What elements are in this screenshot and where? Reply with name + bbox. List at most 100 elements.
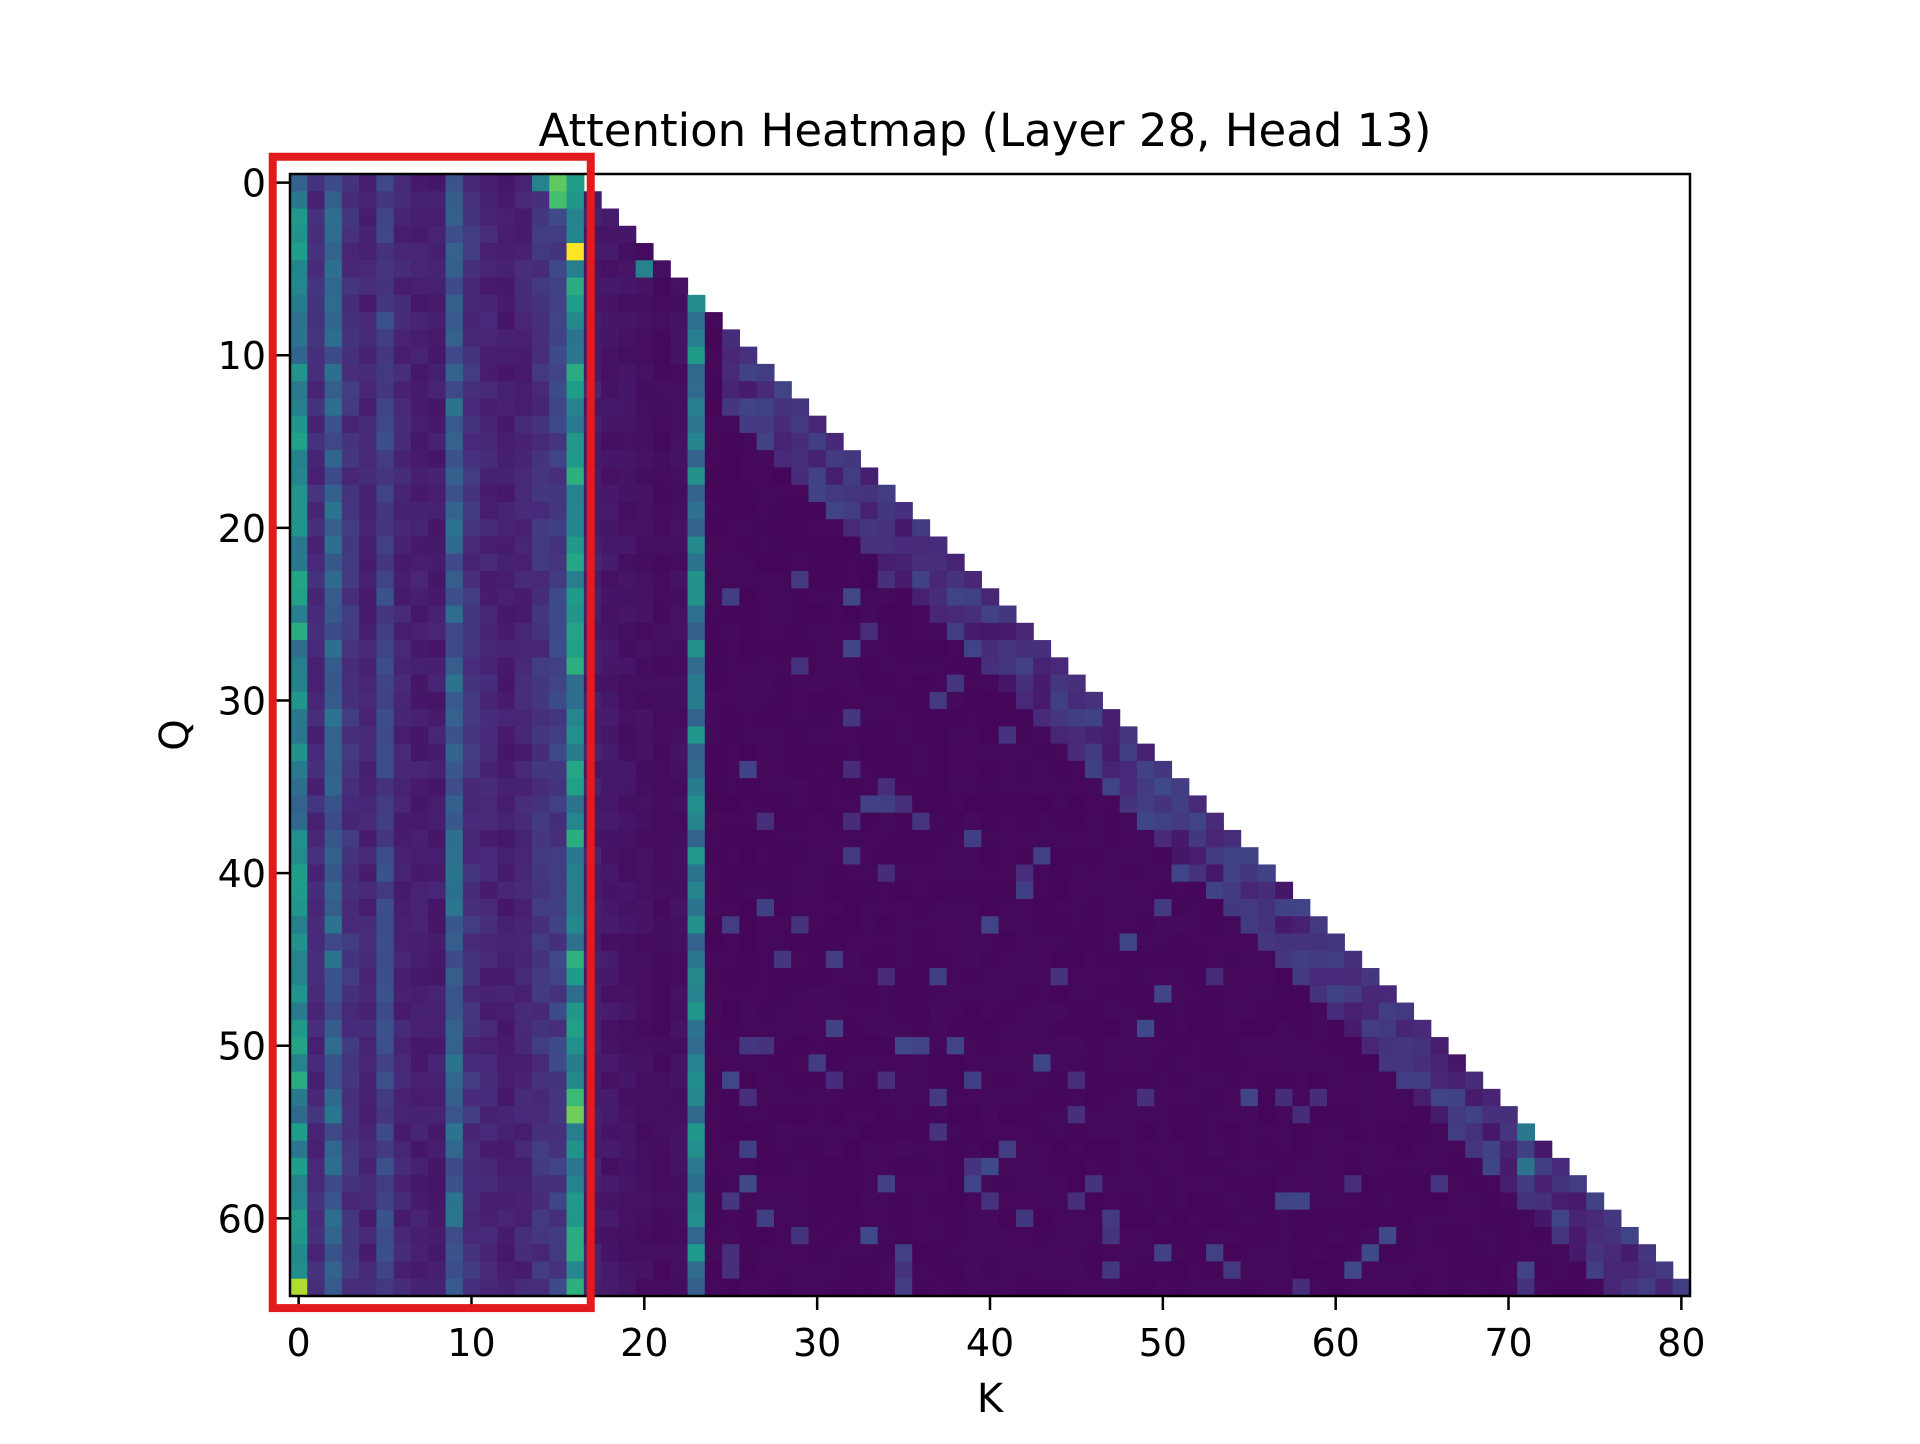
heatmap-cell bbox=[1292, 1175, 1311, 1194]
heatmap-cell bbox=[428, 1175, 447, 1194]
heatmap-cell bbox=[808, 1261, 827, 1280]
heatmap-cell bbox=[946, 657, 965, 676]
heatmap-cell bbox=[1136, 1209, 1155, 1228]
heatmap-cell bbox=[566, 778, 585, 797]
heatmap-cell bbox=[514, 1157, 533, 1176]
heatmap-cell bbox=[1050, 1175, 1069, 1194]
heatmap-cell bbox=[1378, 1175, 1397, 1194]
heatmap-cell bbox=[307, 709, 326, 727]
heatmap-cell bbox=[428, 743, 447, 762]
heatmap-cell bbox=[1257, 933, 1276, 952]
heatmap-cell bbox=[964, 1019, 982, 1038]
heatmap-cell bbox=[1136, 1002, 1155, 1021]
heatmap-cell bbox=[635, 1261, 654, 1280]
heatmap-cell bbox=[825, 640, 844, 658]
heatmap-cell bbox=[549, 346, 568, 365]
heatmap-cell bbox=[1102, 1209, 1121, 1228]
heatmap-cell bbox=[687, 778, 706, 797]
heatmap-cell bbox=[1638, 1278, 1657, 1297]
heatmap-cell bbox=[791, 950, 810, 969]
heatmap-cell bbox=[825, 968, 844, 986]
heatmap-cell bbox=[739, 985, 758, 1004]
heatmap-cell bbox=[359, 208, 378, 227]
heatmap-cell bbox=[998, 657, 1017, 676]
heatmap-cell bbox=[462, 208, 481, 227]
heatmap-cell bbox=[618, 898, 637, 917]
heatmap-cell bbox=[652, 277, 671, 296]
heatmap-cell bbox=[618, 1037, 637, 1055]
heatmap-cell bbox=[964, 847, 982, 866]
heatmap-cell bbox=[1327, 985, 1345, 1004]
heatmap-cell bbox=[618, 1278, 637, 1297]
heatmap-cell bbox=[566, 1002, 585, 1021]
heatmap-cell bbox=[410, 1140, 429, 1159]
heatmap-cell bbox=[1430, 1192, 1449, 1211]
heatmap-cell bbox=[1240, 898, 1259, 917]
heatmap-cell bbox=[808, 450, 827, 469]
heatmap-cell bbox=[514, 968, 533, 986]
heatmap-cell bbox=[722, 1226, 740, 1245]
heatmap-cell bbox=[670, 484, 689, 503]
heatmap-cell bbox=[808, 484, 827, 503]
heatmap-cell bbox=[428, 985, 447, 1004]
heatmap-cell bbox=[376, 467, 395, 486]
heatmap-cell bbox=[359, 1226, 378, 1245]
heatmap-cell bbox=[1275, 1157, 1294, 1176]
heatmap-cell bbox=[1257, 968, 1276, 986]
heatmap-cell bbox=[307, 1123, 326, 1142]
heatmap-cell bbox=[1413, 1088, 1432, 1107]
heatmap-cell bbox=[566, 1209, 585, 1228]
heatmap-cell bbox=[756, 1157, 775, 1176]
heatmap-cell bbox=[1620, 1261, 1639, 1280]
heatmap-cell bbox=[601, 898, 619, 917]
heatmap-cell bbox=[635, 726, 654, 745]
heatmap-cell bbox=[687, 1054, 706, 1073]
heatmap-cell bbox=[601, 605, 619, 624]
heatmap-cell bbox=[376, 1071, 395, 1090]
heatmap-cell bbox=[618, 760, 637, 779]
heatmap-cell bbox=[1275, 1019, 1294, 1038]
heatmap-cell bbox=[964, 622, 982, 641]
heatmap-cell bbox=[601, 933, 619, 952]
heatmap-cell bbox=[791, 1071, 810, 1090]
heatmap-cell bbox=[894, 605, 913, 624]
heatmap-cell bbox=[549, 294, 568, 313]
heatmap-cell bbox=[877, 1175, 896, 1194]
heatmap-cell bbox=[341, 1037, 360, 1055]
heatmap-cell bbox=[1188, 898, 1207, 917]
heatmap-cell bbox=[618, 709, 637, 727]
heatmap-cell bbox=[290, 225, 308, 244]
heatmap-cell bbox=[1327, 1175, 1345, 1194]
heatmap-cell bbox=[1240, 1157, 1259, 1176]
heatmap-cell bbox=[1413, 1278, 1432, 1297]
heatmap-cell bbox=[514, 415, 533, 434]
heatmap-cell bbox=[1223, 881, 1242, 900]
heatmap-cell bbox=[497, 829, 516, 848]
heatmap-cell bbox=[791, 1244, 810, 1263]
heatmap-cell bbox=[964, 1244, 982, 1263]
heatmap-cell bbox=[739, 726, 758, 745]
heatmap-cell bbox=[998, 1261, 1017, 1280]
heatmap-cell bbox=[687, 1209, 706, 1228]
heatmap-cell bbox=[376, 1123, 395, 1142]
heatmap-cell bbox=[981, 622, 1000, 641]
heatmap-cell bbox=[946, 622, 965, 641]
heatmap-cell bbox=[670, 829, 689, 848]
heatmap-cell bbox=[549, 1088, 568, 1107]
heatmap-cell bbox=[1534, 1157, 1553, 1176]
heatmap-cell bbox=[428, 381, 447, 399]
heatmap-cell bbox=[964, 1157, 982, 1176]
heatmap-cell bbox=[462, 467, 481, 486]
heatmap-cell bbox=[843, 933, 861, 952]
heatmap-cell bbox=[791, 916, 810, 935]
heatmap-cell bbox=[1050, 1226, 1069, 1245]
heatmap-cell bbox=[359, 622, 378, 641]
heatmap-cell bbox=[808, 1106, 827, 1124]
heatmap-cell bbox=[514, 519, 533, 538]
heatmap-cell bbox=[324, 553, 343, 572]
heatmap-cell bbox=[480, 674, 498, 693]
heatmap-cell bbox=[704, 950, 723, 969]
heatmap-cell bbox=[1119, 1123, 1138, 1142]
heatmap-cell bbox=[531, 1175, 550, 1194]
heatmap-cell bbox=[324, 778, 343, 797]
